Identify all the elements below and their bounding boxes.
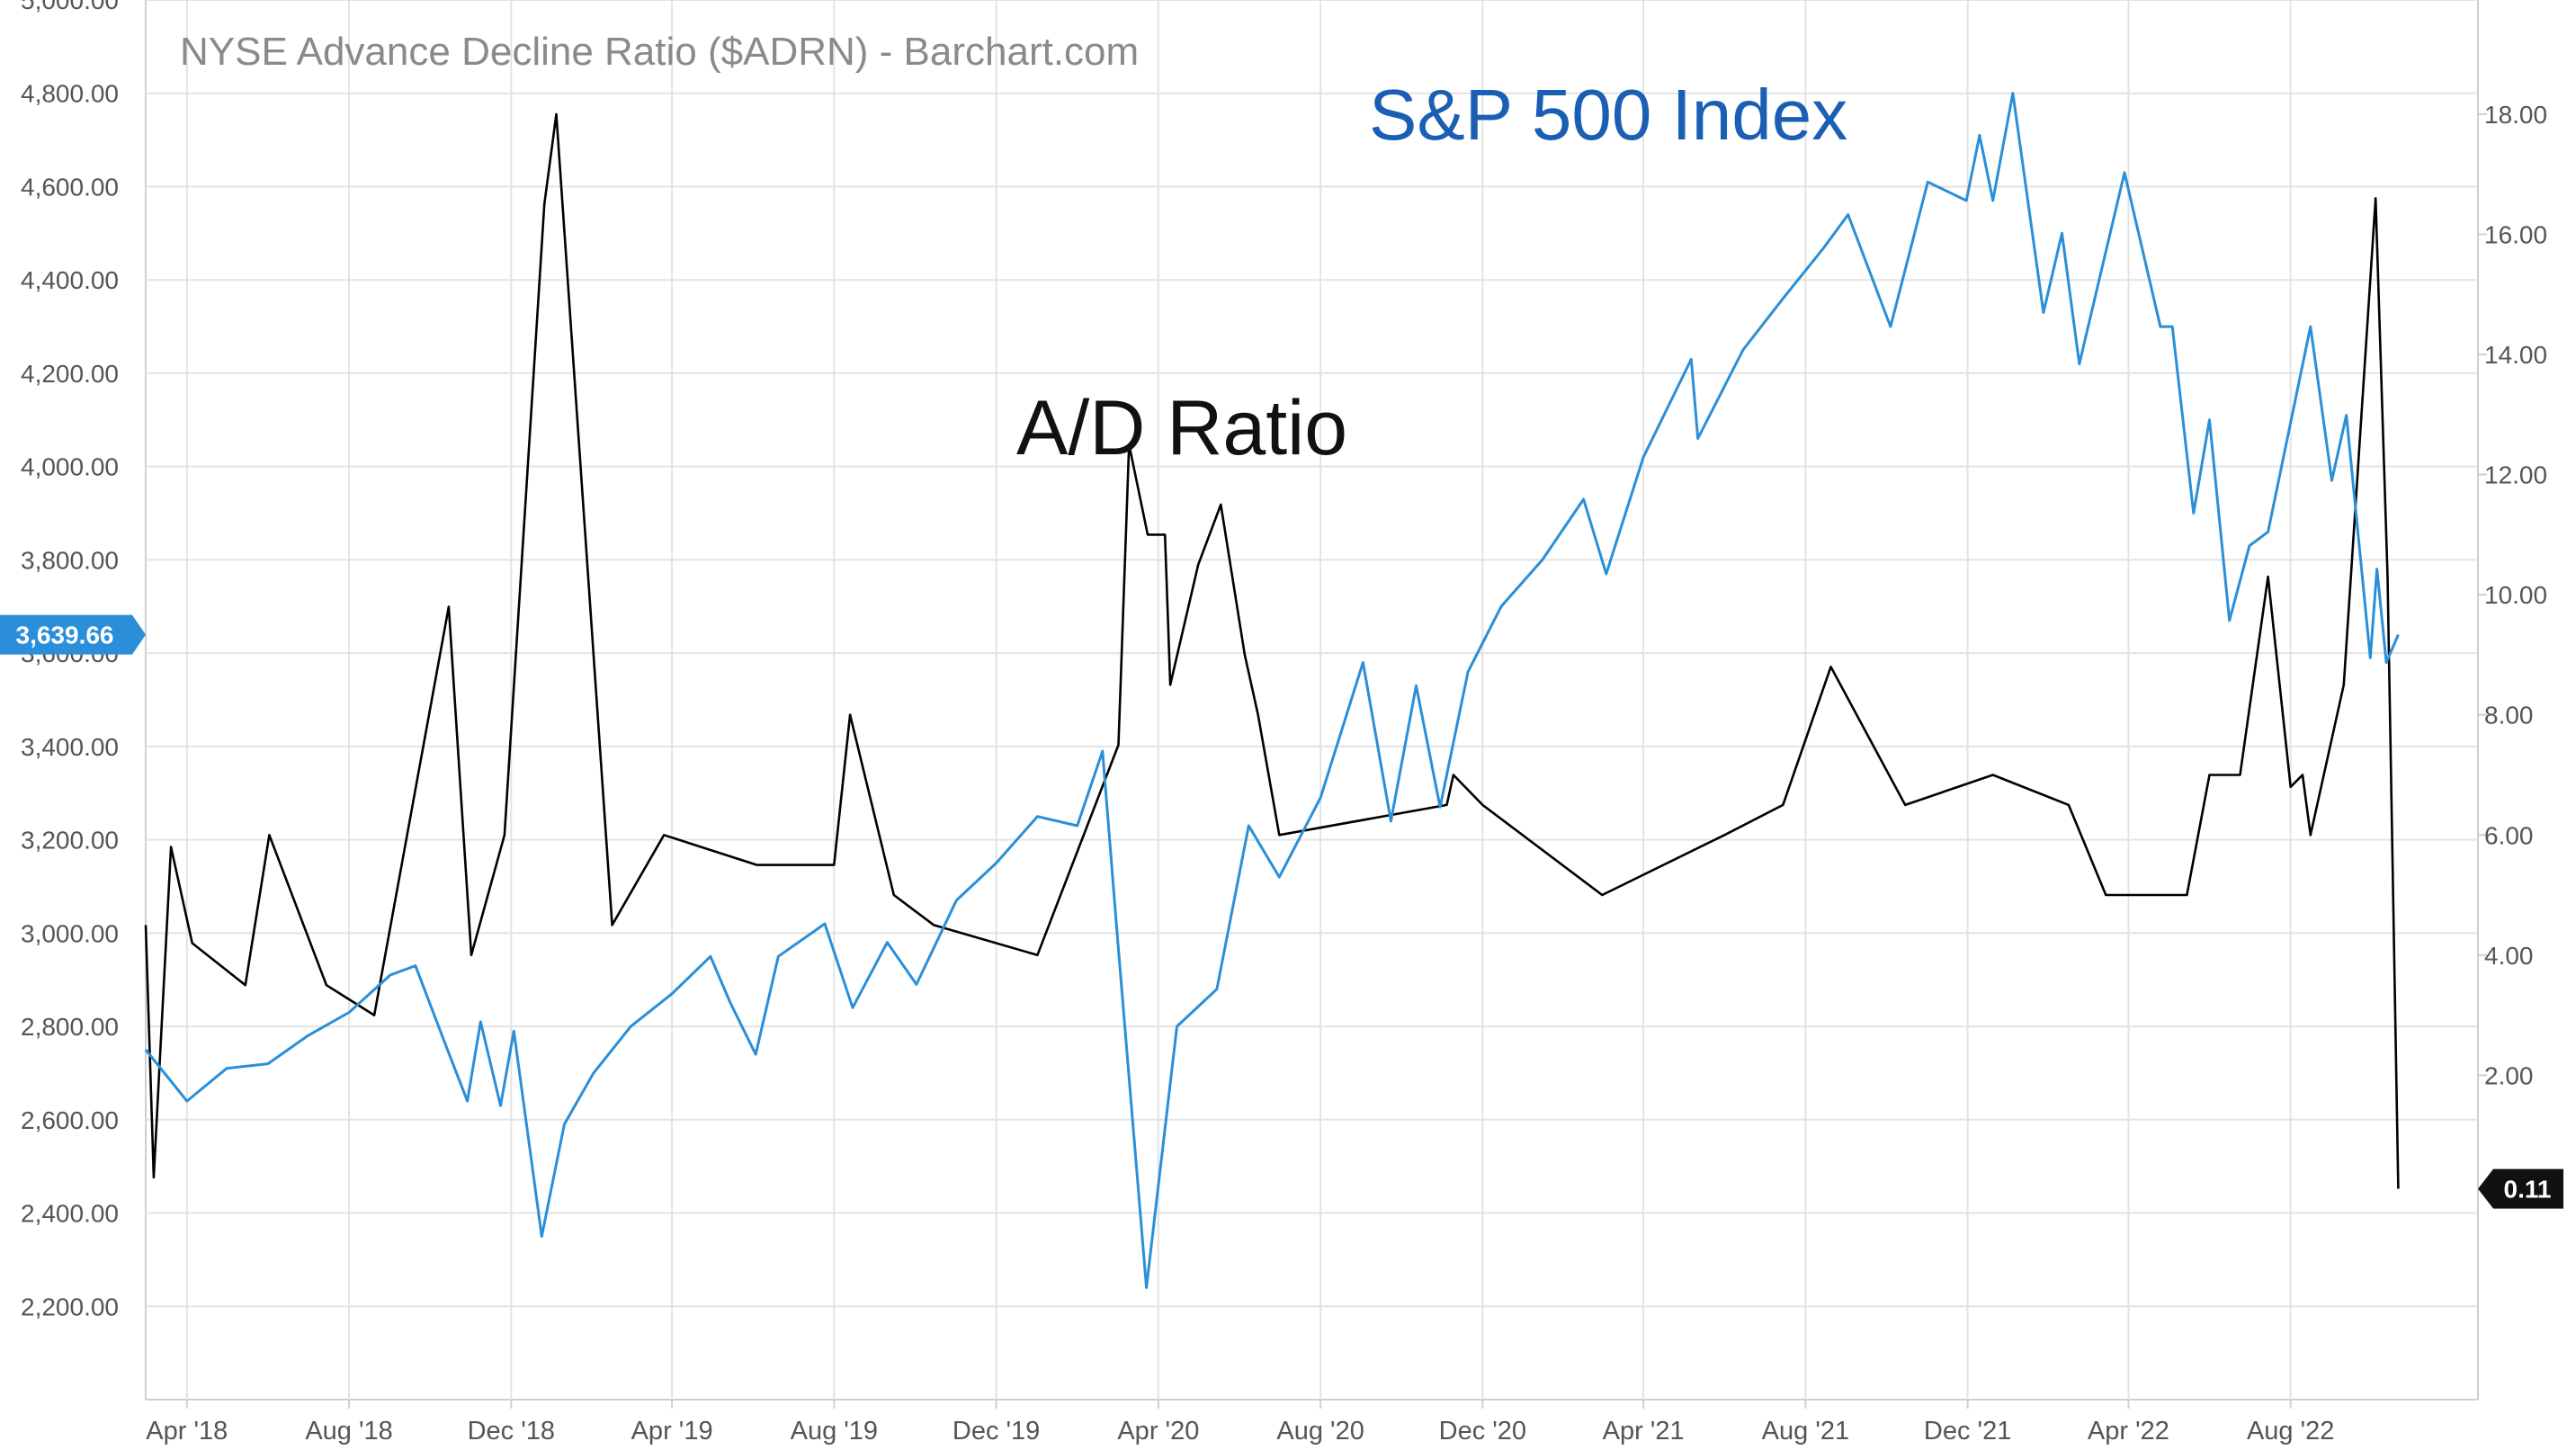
x-tick-label: Apr '22 [2088, 1417, 2169, 1446]
grid [145, 0, 2479, 1401]
right-tick-label: 14.00 [2484, 341, 2547, 369]
ad-ratio-line [144, 112, 2400, 1189]
right-tick-label: 8.00 [2484, 702, 2534, 729]
x-tick-label: Apr '18 [146, 1417, 228, 1446]
left-tick-label: 5,000.00 [21, 0, 119, 14]
chart-title: NYSE Advance Decline Ratio ($ADRN) - Bar… [180, 30, 1139, 74]
left-tick-label: 3,000.00 [21, 919, 119, 947]
right-tick-label: 18.00 [2484, 101, 2547, 129]
current-value-label-right: 0.11 [2504, 1176, 2552, 1204]
left-tick-label: 3,200.00 [21, 827, 119, 855]
right-tick-label: 6.00 [2484, 821, 2534, 849]
x-tick-label: Dec '19 [953, 1417, 1040, 1446]
right-tick-label: 2.00 [2484, 1061, 2534, 1089]
left-tick-label: 4,000.00 [21, 453, 119, 481]
left-tick-label: 4,800.00 [21, 80, 119, 108]
x-tick-label: Dec '21 [1924, 1417, 2011, 1446]
current-value-flag-right [2478, 1168, 2563, 1209]
x-axis: Apr '18 Aug '18 Dec '18 Apr '19 Aug '19 Dec '… [146, 1400, 2334, 1446]
plot-area [144, 92, 2400, 1289]
left-tick-label: 4,400.00 [21, 266, 119, 294]
right-tick-label: 12.00 [2484, 461, 2547, 489]
x-tick-label: Aug '21 [1762, 1417, 1849, 1446]
right-tick-label: 16.00 [2484, 220, 2547, 248]
left-tick-label: 2,400.00 [21, 1200, 119, 1228]
x-tick-label: Aug '22 [2247, 1417, 2334, 1446]
x-tick-label: Aug '20 [1276, 1417, 1364, 1446]
value-flags: 3,639.66 0.11 [0, 614, 2563, 1209]
left-tick-label: 4,600.00 [21, 173, 119, 201]
x-tick-label: Aug '19 [791, 1417, 878, 1446]
left-tick-label: 2,800.00 [21, 1013, 119, 1041]
x-tick-label: Dec '20 [1439, 1417, 1526, 1446]
current-value-label-left: 3,639.66 [16, 622, 114, 649]
x-tick-label: Dec '18 [468, 1417, 555, 1446]
left-tick-label: 3,400.00 [21, 733, 119, 761]
right-tick-label: 4.00 [2484, 942, 2534, 970]
current-value-flag-left [0, 614, 146, 655]
left-axis: 5,000.00 4,800.00 4,600.00 4,400.00 4,200.00… [21, 0, 119, 1320]
x-tick-label: Apr '20 [1117, 1417, 1199, 1446]
annotation-ad-ratio: A/D Ratio [1016, 385, 1347, 471]
x-tick-label: Apr '21 [1603, 1417, 1685, 1446]
annotation-sp500: S&P 500 Index [1369, 75, 1847, 155]
left-tick-label: 2,200.00 [21, 1293, 119, 1320]
left-tick-label: 3,800.00 [21, 546, 119, 574]
x-tick-label: Aug '18 [305, 1417, 392, 1446]
left-tick-label: 4,200.00 [21, 360, 119, 388]
x-tick-label: Apr '19 [631, 1417, 713, 1446]
right-axis: 18.00 16.00 14.00 12.00 10.00 8.00 6.00 4.00 2.0… [2478, 101, 2547, 1089]
right-tick-label: 10.00 [2484, 581, 2547, 609]
left-tick-label: 2,600.00 [21, 1106, 119, 1134]
sp500-line [144, 92, 2400, 1289]
